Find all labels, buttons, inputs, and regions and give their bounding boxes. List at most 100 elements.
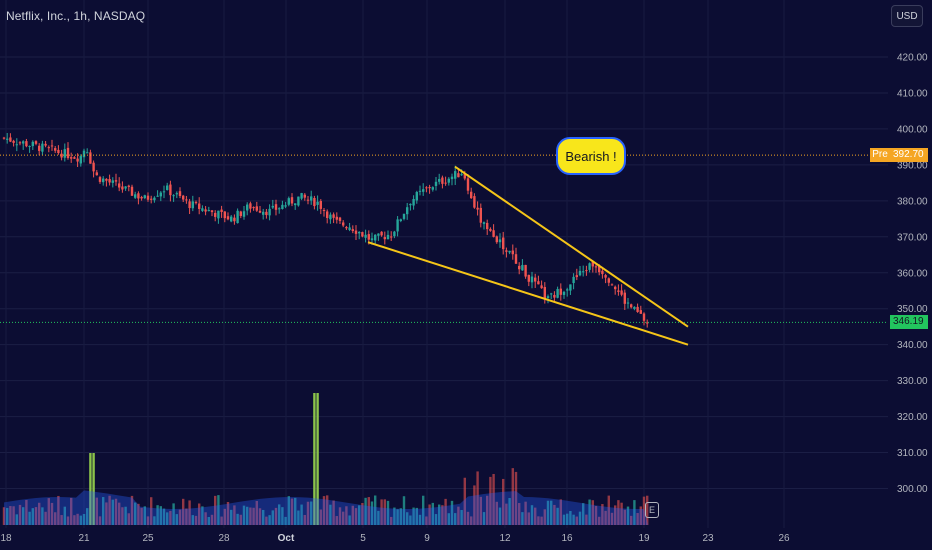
volume-bar <box>524 501 527 525</box>
volume-bar <box>460 510 463 525</box>
candle <box>134 191 137 199</box>
candle <box>268 204 271 221</box>
volume-bar <box>310 501 313 525</box>
candle <box>642 312 646 326</box>
volume-bar <box>150 497 153 525</box>
candle <box>364 229 367 243</box>
candle <box>6 132 9 144</box>
candle <box>118 177 121 192</box>
candle <box>2 136 6 140</box>
volume-bar <box>546 500 550 525</box>
candle <box>335 212 338 224</box>
candle <box>233 214 236 225</box>
volume-bar <box>569 510 572 525</box>
candle <box>121 181 124 193</box>
trendlines[interactable] <box>367 165 689 346</box>
candle <box>534 273 537 288</box>
volume-bar <box>322 496 326 525</box>
volume-bar <box>358 505 361 525</box>
volume-bar <box>390 516 393 525</box>
volume-bar <box>159 506 162 525</box>
volume-bar <box>86 508 89 525</box>
volume-bar <box>300 504 303 525</box>
candle <box>89 149 92 164</box>
y-tick-label: 320.00 <box>897 412 928 423</box>
volume-bar <box>450 500 454 525</box>
volume-bar <box>201 506 204 525</box>
y-tick-label: 380.00 <box>897 196 928 207</box>
candle <box>553 291 556 302</box>
volume-bar <box>329 504 332 525</box>
candle <box>66 142 70 160</box>
candle <box>646 319 649 328</box>
candle <box>201 205 204 212</box>
bearish-annotation[interactable]: Bearish ! <box>556 137 626 175</box>
y-tick-label: 370.00 <box>897 232 928 243</box>
candle <box>236 208 239 224</box>
candle <box>137 191 140 205</box>
candle <box>98 175 102 184</box>
candle <box>262 208 265 220</box>
candle <box>319 199 322 215</box>
y-tick-label: 310.00 <box>897 448 928 459</box>
volume-bar <box>146 516 150 525</box>
candle <box>540 280 543 289</box>
candle <box>582 265 585 277</box>
volume-bar <box>210 514 214 525</box>
volume-bar <box>57 495 60 525</box>
x-tick-label: 18 <box>0 533 12 544</box>
volume-bar <box>422 495 425 525</box>
upper-trendline[interactable] <box>454 165 689 328</box>
candle <box>428 184 431 194</box>
candle <box>486 219 489 235</box>
volume-bar <box>265 516 268 525</box>
candle <box>422 183 425 196</box>
lower-trendline[interactable] <box>367 241 689 346</box>
volume-bar <box>6 507 9 525</box>
volume-bar <box>162 508 166 525</box>
volume-bar <box>294 497 297 525</box>
candle <box>479 203 482 228</box>
candle <box>425 186 428 193</box>
volume-bar <box>457 506 460 525</box>
volume-bar <box>514 471 518 525</box>
volume-bar <box>604 510 607 525</box>
volume-bar <box>630 515 633 525</box>
volume-bar <box>578 511 582 525</box>
volume-bar <box>479 496 482 525</box>
candle <box>108 174 111 186</box>
y-tick-label: 390.00 <box>897 160 928 171</box>
candle <box>466 173 470 195</box>
candle <box>9 133 12 143</box>
volume-bar <box>527 512 530 525</box>
candle <box>310 190 313 205</box>
candle <box>249 201 252 213</box>
volume-bar <box>124 506 127 525</box>
candle <box>338 216 342 224</box>
volume-bar <box>498 507 502 525</box>
candle <box>575 268 578 281</box>
volume-bar <box>444 498 447 525</box>
volume-bar <box>25 499 28 525</box>
candle <box>332 212 335 224</box>
candle <box>60 149 63 161</box>
volume-bar <box>92 453 95 525</box>
y-tick-label: 360.00 <box>897 268 928 279</box>
volume-bar <box>188 500 191 525</box>
currency-button[interactable]: USD <box>891 5 923 27</box>
earnings-icon[interactable]: E <box>645 502 659 518</box>
volume-bar <box>338 507 342 525</box>
volume-bar <box>591 500 594 525</box>
candle <box>521 259 524 271</box>
candle <box>527 274 530 287</box>
volume-bar <box>95 497 98 525</box>
candle <box>623 289 626 310</box>
volume-bar <box>598 516 601 525</box>
candle <box>258 205 262 214</box>
y-tick-label: 410.00 <box>897 88 928 99</box>
candle <box>326 209 329 224</box>
volume-bar <box>537 516 540 525</box>
volume-bar <box>345 506 348 525</box>
candle <box>393 230 396 239</box>
